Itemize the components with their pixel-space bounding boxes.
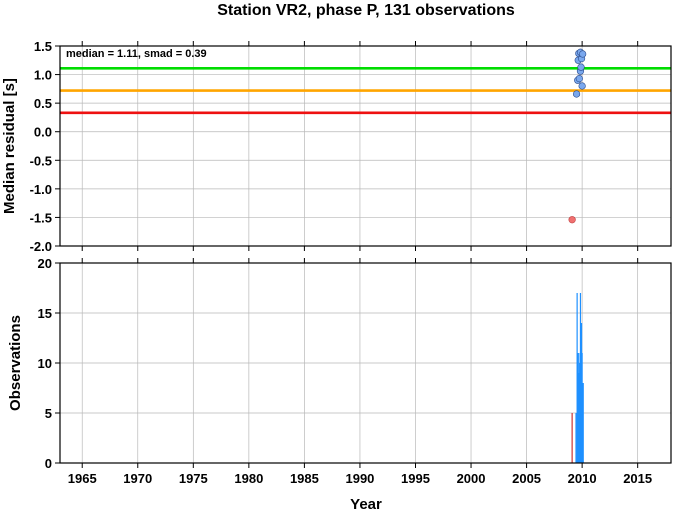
observations-y-axis-label: Observations [7,315,24,411]
y-tick-label: 0.5 [34,96,52,111]
year-tick-label: 1965 [68,471,97,486]
residual-y-ticks: -2.0 -1.5 -1.0 -0.5 0.0 0.5 1.0 1.5 [30,39,60,254]
year-tick-label: 1990 [345,471,374,486]
y-tick-label: -1.5 [30,210,52,225]
y-tick-label: 15 [38,306,52,321]
residual-point [575,74,583,83]
year-x-ticks: 1965 1970 1975 1980 1985 1990 1995 2000 2005 2010… [68,258,652,486]
y-tick-label: -0.5 [30,153,52,168]
residual-point [572,90,581,98]
year-tick-label: 2010 [568,471,597,486]
observation-bar [582,383,584,463]
residual-point [579,50,587,58]
reference-lines [60,66,671,115]
residual-point [578,82,586,90]
y-tick-label: 1.0 [34,68,52,83]
year-tick-label: 1985 [290,471,319,486]
year-tick-label: 2000 [457,471,486,486]
year-tick-label: 1980 [234,471,263,486]
observation-bars [571,293,584,463]
y-tick-label: -1.0 [30,182,52,197]
year-tick-label: 1995 [401,471,430,486]
y-tick-label: 1.5 [34,39,52,54]
y-tick-label: 0 [45,456,52,471]
residual-points [568,48,587,224]
y-tick-label: 0.0 [34,125,52,140]
observation-bar [571,413,573,463]
observations-y-ticks: 0 5 10 15 20 [38,256,60,471]
residual-point [577,63,585,71]
y-tick-label: -2.0 [30,239,52,254]
year-tick-label: 1970 [123,471,152,486]
year-tick-label: 2015 [623,471,652,486]
observations-panel: 0 5 10 15 20 1965 1970 1975 1980 1985 1990 1995 200… [7,256,672,511]
y-tick-label: 10 [38,356,52,371]
residual-y-axis-label: Median residual [s] [1,78,18,214]
year-x-axis-label: Year [350,496,382,511]
residual-plot-frame [59,45,672,247]
y-tick-label: 20 [38,256,52,271]
residual-panel: -2.0 -1.5 -1.0 -0.5 0.0 0.5 1.0 1.5 median = 1.… [1,39,672,254]
median-smad-annotation: median = 1.11, smad = 0.39 [66,48,207,60]
residual-x-ticks [81,41,639,251]
y-tick-label: 5 [45,406,52,421]
year-tick-label: 2005 [512,471,541,486]
chart-title: Station VR2, phase P, 131 observations [217,2,515,19]
observation-bar [575,413,577,463]
residual-point [568,216,576,224]
year-tick-label: 1975 [179,471,208,486]
